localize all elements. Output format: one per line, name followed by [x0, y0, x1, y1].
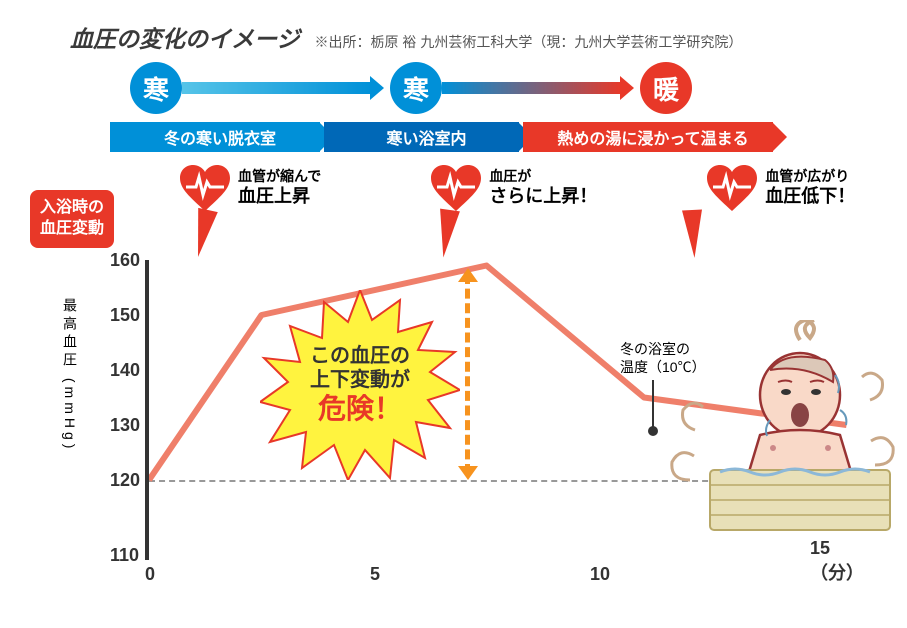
star-l1: この血圧の: [310, 344, 410, 368]
heart-icon: [180, 165, 230, 211]
x-tick: 10: [590, 564, 610, 585]
chart: 最高血圧 (mmHg) 160 150 140 130 120 110 0 5 …: [60, 260, 880, 610]
y-tick: 120: [110, 470, 140, 491]
bathing-person-illustration: [660, 320, 900, 540]
flow-circle-1: 寒: [130, 62, 182, 114]
heart-1-l2: 血圧上昇: [238, 185, 321, 208]
heart-row: 血管が縮んで血圧上昇 血圧がさらに上昇！ 血管が広がり血圧低下！: [180, 165, 855, 211]
source-text: ※出所：栃原 裕 九州芸術工科大学（現：九州大学芸術工学研究院）: [315, 32, 743, 52]
star-l3: 危険！: [310, 392, 410, 426]
heart-icon: [431, 165, 481, 211]
heart-2-l1: 血圧が: [489, 167, 597, 185]
flow-arrow-1: [182, 82, 372, 94]
heart-icon: [707, 165, 757, 211]
y-tick: 110: [110, 545, 139, 566]
heart-2-l2: さらに上昇！: [489, 185, 597, 208]
stage-3: 熱めの湯に浸かって温まる: [523, 122, 773, 152]
temp-leader-line: [652, 380, 654, 428]
side-badge: 入浴時の 血圧変動: [30, 190, 114, 248]
y-tick: 160: [110, 250, 140, 271]
x-tick: 5: [370, 564, 380, 585]
double-arrow-icon: [465, 274, 470, 474]
y-tick: 150: [110, 305, 140, 326]
flow-circle-3: 暖: [640, 62, 692, 114]
pointer-1: [188, 208, 218, 259]
pointer-2: [433, 209, 459, 259]
stage-row: 冬の寒い脱衣室 寒い浴室内 熱めの湯に浸かって温まる: [110, 122, 773, 152]
y-tick: 130: [110, 415, 140, 436]
flow-arrow-2: [442, 82, 622, 94]
star-l2: 上下変動が: [310, 368, 410, 392]
x-tick: 15（分）: [810, 538, 880, 585]
stage-1: 冬の寒い脱衣室: [110, 122, 320, 152]
starburst-callout: この血圧の 上下変動が 危険！: [270, 300, 450, 470]
side-badge-l1: 入浴時の: [40, 198, 104, 219]
heart-item-1: 血管が縮んで血圧上昇: [180, 165, 321, 211]
heart-1-l1: 血管が縮んで: [238, 167, 321, 185]
pointer-3: [682, 209, 704, 258]
x-tick: 0: [145, 564, 155, 585]
y-tick: 140: [110, 360, 140, 381]
heart-item-3: 血管が広がり血圧低下！: [707, 165, 855, 211]
flow-row: 寒 寒 暖: [130, 62, 692, 114]
flow-circle-2: 寒: [390, 62, 442, 114]
heart-item-2: 血圧がさらに上昇！: [431, 165, 597, 211]
stage-2: 寒い浴室内: [324, 122, 519, 152]
y-axis-label: 最高血圧 (mmHg): [60, 298, 80, 452]
temp-dot: [648, 426, 658, 436]
heart-3-l2: 血圧低下！: [765, 185, 855, 208]
heart-3-l1: 血管が広がり: [765, 167, 855, 185]
side-badge-l2: 血圧変動: [40, 219, 104, 240]
page-title: 血圧の変化のイメージ: [70, 20, 300, 54]
